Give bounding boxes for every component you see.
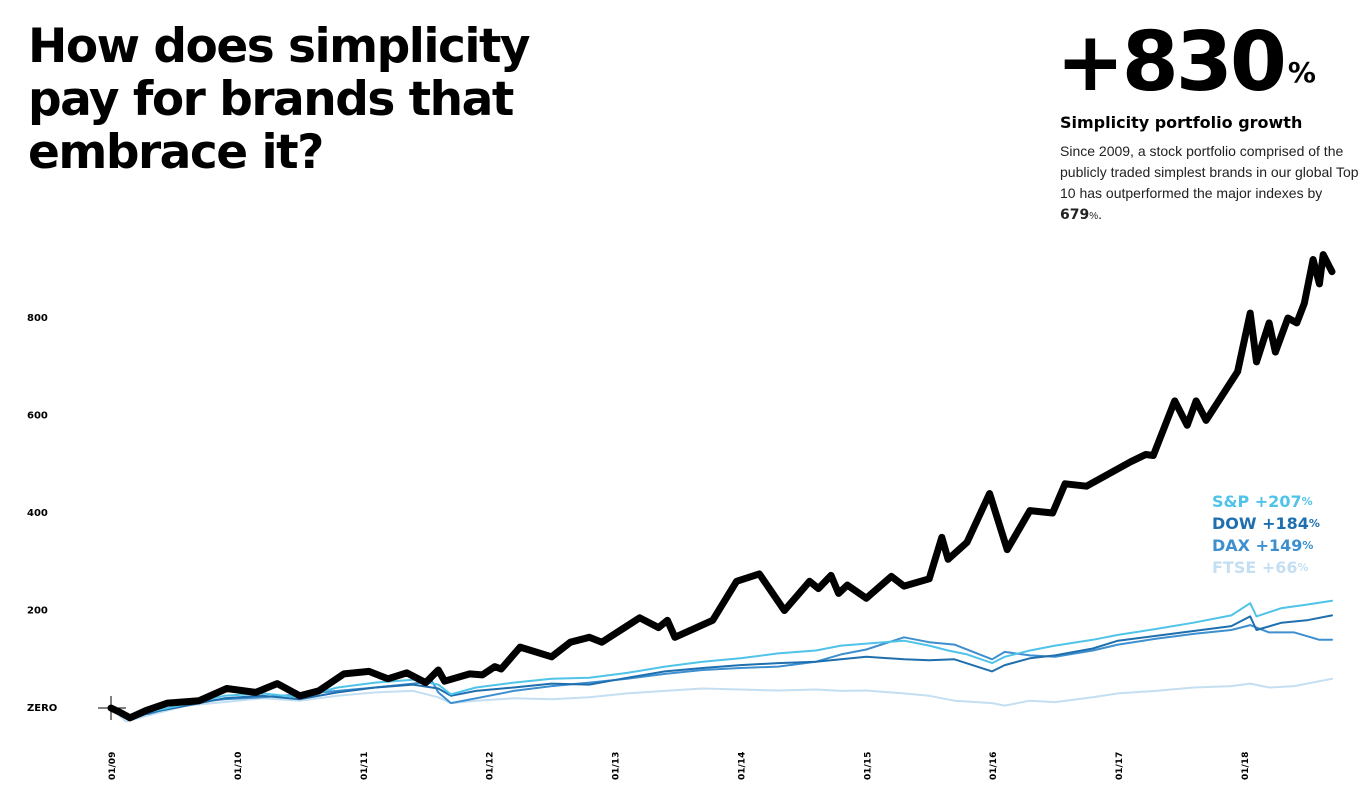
series-line-portfolio bbox=[107, 251, 1336, 722]
stat-unit: % bbox=[1287, 56, 1316, 89]
description-end: . bbox=[1098, 206, 1103, 222]
legend-unit: % bbox=[1308, 517, 1320, 530]
x-tick-label: 01/10 bbox=[234, 752, 244, 780]
series-line-sp bbox=[110, 599, 1333, 719]
page-title: How does simplicity pay for brands that … bbox=[28, 19, 531, 180]
legend-item-ftse: FTSE +66% bbox=[1212, 557, 1320, 579]
legend-unit: % bbox=[1301, 495, 1313, 508]
portfolio-growth-stat: +830% bbox=[1056, 18, 1316, 108]
description-unit: % bbox=[1089, 211, 1099, 222]
x-tick-label: 01/17 bbox=[1115, 752, 1125, 780]
legend-label: DOW +184 bbox=[1212, 514, 1309, 533]
legend-label: S&P +207 bbox=[1212, 492, 1302, 511]
x-tick-label: 01/13 bbox=[612, 752, 622, 780]
x-tick-label: 01/12 bbox=[486, 752, 496, 780]
y-tick-label: 200 bbox=[27, 606, 48, 617]
stat-value: +830 bbox=[1056, 15, 1287, 110]
chart-legend: S&P +207% DOW +184% DAX +149% FTSE +66% bbox=[1212, 491, 1320, 579]
legend-unit: % bbox=[1302, 539, 1314, 552]
legend-label: FTSE +66 bbox=[1212, 558, 1298, 577]
legend-unit: % bbox=[1297, 561, 1309, 574]
stat-description: Since 2009, a stock portfolio comprised … bbox=[1060, 141, 1360, 227]
description-text: Since 2009, a stock portfolio comprised … bbox=[1060, 143, 1359, 201]
x-tick-label: 01/16 bbox=[989, 752, 999, 780]
series-line-ftse bbox=[110, 677, 1333, 723]
legend-label: DAX +149 bbox=[1212, 536, 1303, 555]
legend-item-sp: S&P +207% bbox=[1212, 491, 1320, 513]
y-tick-label: ZERO bbox=[27, 703, 57, 714]
x-tick-label: 01/09 bbox=[108, 752, 118, 780]
y-tick-label: 800 bbox=[27, 313, 48, 324]
x-tick-label: 01/18 bbox=[1241, 752, 1251, 780]
legend-item-dow: DOW +184% bbox=[1212, 513, 1320, 535]
y-tick-label: 400 bbox=[27, 508, 48, 519]
stat-label: Simplicity portfolio growth bbox=[1060, 113, 1303, 132]
series-line-dow bbox=[110, 614, 1333, 722]
description-value: 679 bbox=[1060, 207, 1090, 223]
y-tick-label: 600 bbox=[27, 411, 48, 422]
x-tick-label: 01/15 bbox=[863, 752, 873, 780]
series-line-dax bbox=[110, 624, 1333, 717]
x-tick-label: 01/14 bbox=[737, 752, 747, 780]
legend-item-dax: DAX +149% bbox=[1212, 535, 1320, 557]
x-tick-label: 01/11 bbox=[360, 752, 370, 780]
